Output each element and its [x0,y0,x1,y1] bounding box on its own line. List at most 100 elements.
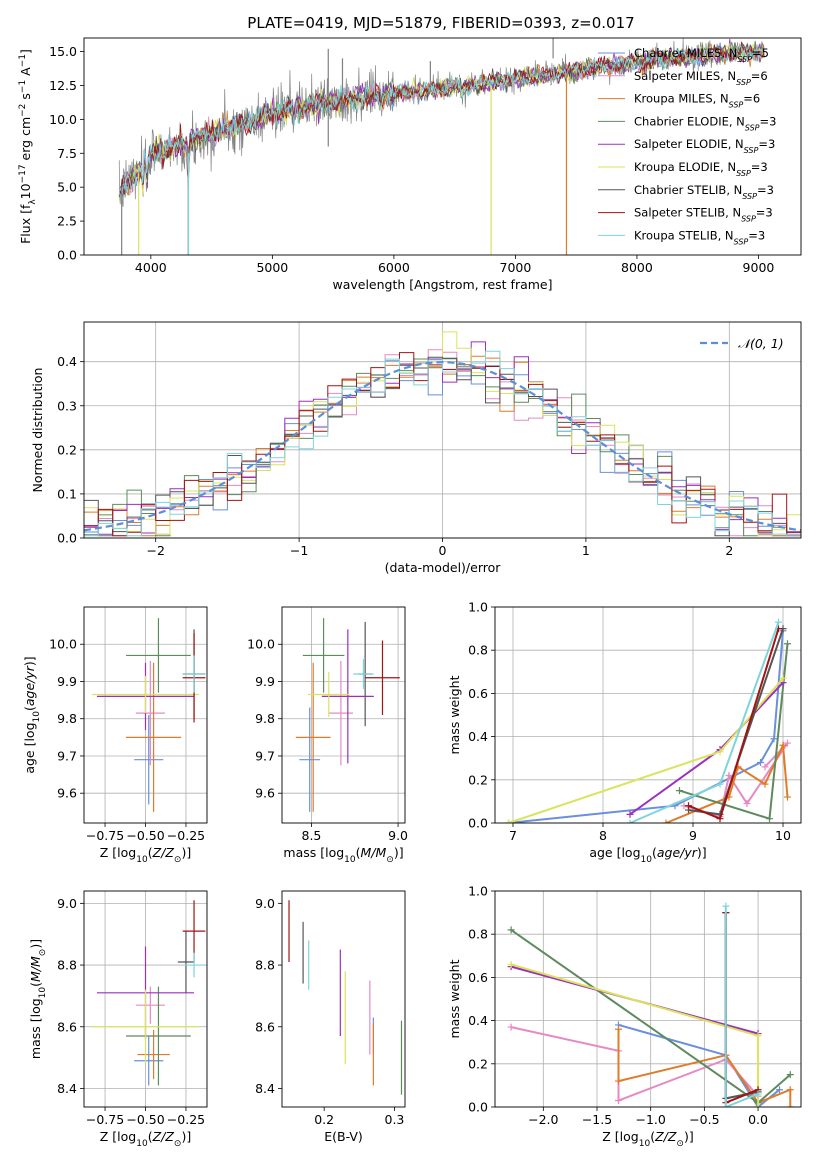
x-tick-label: 8000 [621,260,653,275]
x-tick-label: −2.0 [528,1112,558,1127]
plot-area [84,331,801,537]
y-axis-label-part: −2 [18,104,28,117]
x-axis-label-part: Z [log [100,1129,136,1144]
y-tick-label: 8.6 [57,1019,77,1034]
y-tick-label: 8.4 [255,1081,275,1096]
weight-marker-kroupa_miles [662,819,670,823]
y-tick-label: 9.7 [57,748,77,763]
weight-marker-salpeter_miles [614,1097,622,1105]
y-tick-label: 0.3 [57,398,77,413]
legend-label: Salpeter MILES, N [634,69,736,83]
x-tick-label: −0.50 [126,1112,164,1127]
y-tick-label: 1.0 [468,884,488,899]
y-tick-label: 8.8 [57,958,77,973]
x-axis-label-part: Z [log [100,845,136,860]
weight-marker-kroupa_miles [614,1077,622,1085]
y-axis-label-part: age [log [22,722,37,773]
weight-marker-kroupa_elodie [779,674,787,682]
weight-marker-kroupa_elodie [754,1032,762,1040]
y-tick-label: 0.8 [468,643,488,658]
x-axis-label-part: Z/Z [152,845,175,860]
x-axis-label-part: 10 [136,855,148,865]
x-tick-label: −0.25 [167,828,205,843]
y-axis-label-part: λ [28,199,38,205]
y-tick-label: 1.0 [468,600,488,615]
panel-weight-vs-Z: −2.0 −1.5 −1.0 −0.5 0.0 0.0 0.2 0.4 0.6 0.8 1.0 Z [… [447,884,802,1149]
y-axis-label-part: 10 [18,183,33,199]
y-axis-label: mass [log10(M/M⊙)] [28,939,48,1059]
spectrum-model-kroupa_stelib [118,44,764,195]
legend-entry-normal: 𝒩(0, 1) [738,336,784,351]
x-tick-label: 0.3 [385,1112,405,1127]
legend-tail: =3 [748,228,765,242]
x-tick-label: 10 [775,828,791,843]
legend-entry-salpeter_stelib: Salpeter STELIB, NSSP=3 [634,206,773,224]
x-tick-label: 7000 [500,260,532,275]
spectrum-model-salpeter_stelib [118,41,765,195]
y-axis-label-part: −17 [18,164,28,183]
spectrum-model-chabrier_stelib [118,42,765,198]
weight-marker-kroupa_stelib [716,780,724,788]
axes-frame [494,606,802,824]
y-axis-label-part: 10 [38,987,48,999]
legend-sub: SSP [741,214,756,223]
legend-tail: =3 [760,114,777,128]
y-tick-label: 0.6 [468,970,488,985]
x-axis-label-part: 10 [136,1139,148,1149]
weight-marker-kroupa_miles [779,741,787,749]
legend-entry-salpeter_miles: Salpeter MILES, NSSP=6 [634,69,768,87]
plot-area [295,618,400,812]
x-tick-label: −2 [146,543,164,558]
x-tick-label: −0.75 [86,828,124,843]
x-axis-label-part: M/M [361,845,387,860]
residual-legend: 𝒩(0, 1) [700,336,784,351]
legend-tail: =3 [756,206,773,220]
y-tick-label: 9.9 [255,674,275,689]
legend-entry-kroupa_miles: Kroupa MILES, NSSP=6 [634,92,760,110]
x-axis-label-part: Z [log [602,1129,638,1144]
weight-marker-chabrier_elodie [766,815,773,823]
x-axis-label-part: ⊙ [676,1139,684,1149]
x-axis-label-part: )] [684,1129,694,1144]
y-axis-label: Flux [fλ10−17 erg cm−2 s−1 A−1] [18,49,38,244]
y-axis-label-part: mass [log [28,998,43,1059]
legend-tail: =5 [752,46,769,60]
x-axis-label: Z [log10(Z/Z⊙)] [602,1129,693,1149]
weight-marker-salpeter_miles [507,1023,515,1031]
x-axis-label-part: ( [652,845,657,860]
x-axis-label-part: age/yr [657,845,698,860]
legend-sub: SSP [745,123,760,132]
plot-area [507,902,794,1107]
y-tick-label: 9.9 [57,674,77,689]
weight-marker-salpeter_miles [743,800,751,808]
weight-line-salpeter_elodie [629,681,784,816]
y-tick-label: 0.4 [57,354,77,369]
x-tick-label: 1 [582,543,590,558]
y-tick-label: 15.0 [49,44,77,59]
legend-label: Kroupa ELODIE, N [634,160,736,174]
y-axis-label-part: age/yr [22,665,37,706]
y-tick-label: 0.0 [57,248,77,263]
weight-marker-kroupa_stelib [626,819,634,823]
panel-residuals: −2 −1 0 1 2 0.0 0.1 0.2 0.3 0.4 (data-model)/error… [30,321,802,575]
x-axis-label-part: 10 [344,855,356,865]
y-tick-label: 0.2 [468,1056,488,1071]
weight-line-kroupa_stelib [724,906,759,1107]
y-tick-label: 9.0 [57,896,77,911]
weight-marker-kroupa_stelib [775,618,782,626]
y-tick-label: 0.0 [468,1100,488,1115]
y-tick-label: 12.5 [49,78,77,93]
x-axis-label-part: ( [650,1129,655,1144]
axes-frame [83,37,802,256]
x-axis-label-part: age [log [589,845,640,860]
y-axis-label-part: A [18,67,33,80]
weight-marker-salpeter_stelib [685,802,692,810]
x-axis-label-part: ( [148,845,153,860]
y-tick-label: 8.8 [255,958,275,973]
y-axis-label: mass weight [447,959,462,1038]
x-tick-label: −0.25 [167,1112,205,1127]
weight-marker-kroupa_stelib [722,902,730,910]
weight-marker-chabrier_elodie [507,926,515,934]
panel-age-vs-mass: 8.5 9.0 9.6 9.7 9.8 9.9 10.0 mass [log10(M/M⊙)] [247,606,408,865]
